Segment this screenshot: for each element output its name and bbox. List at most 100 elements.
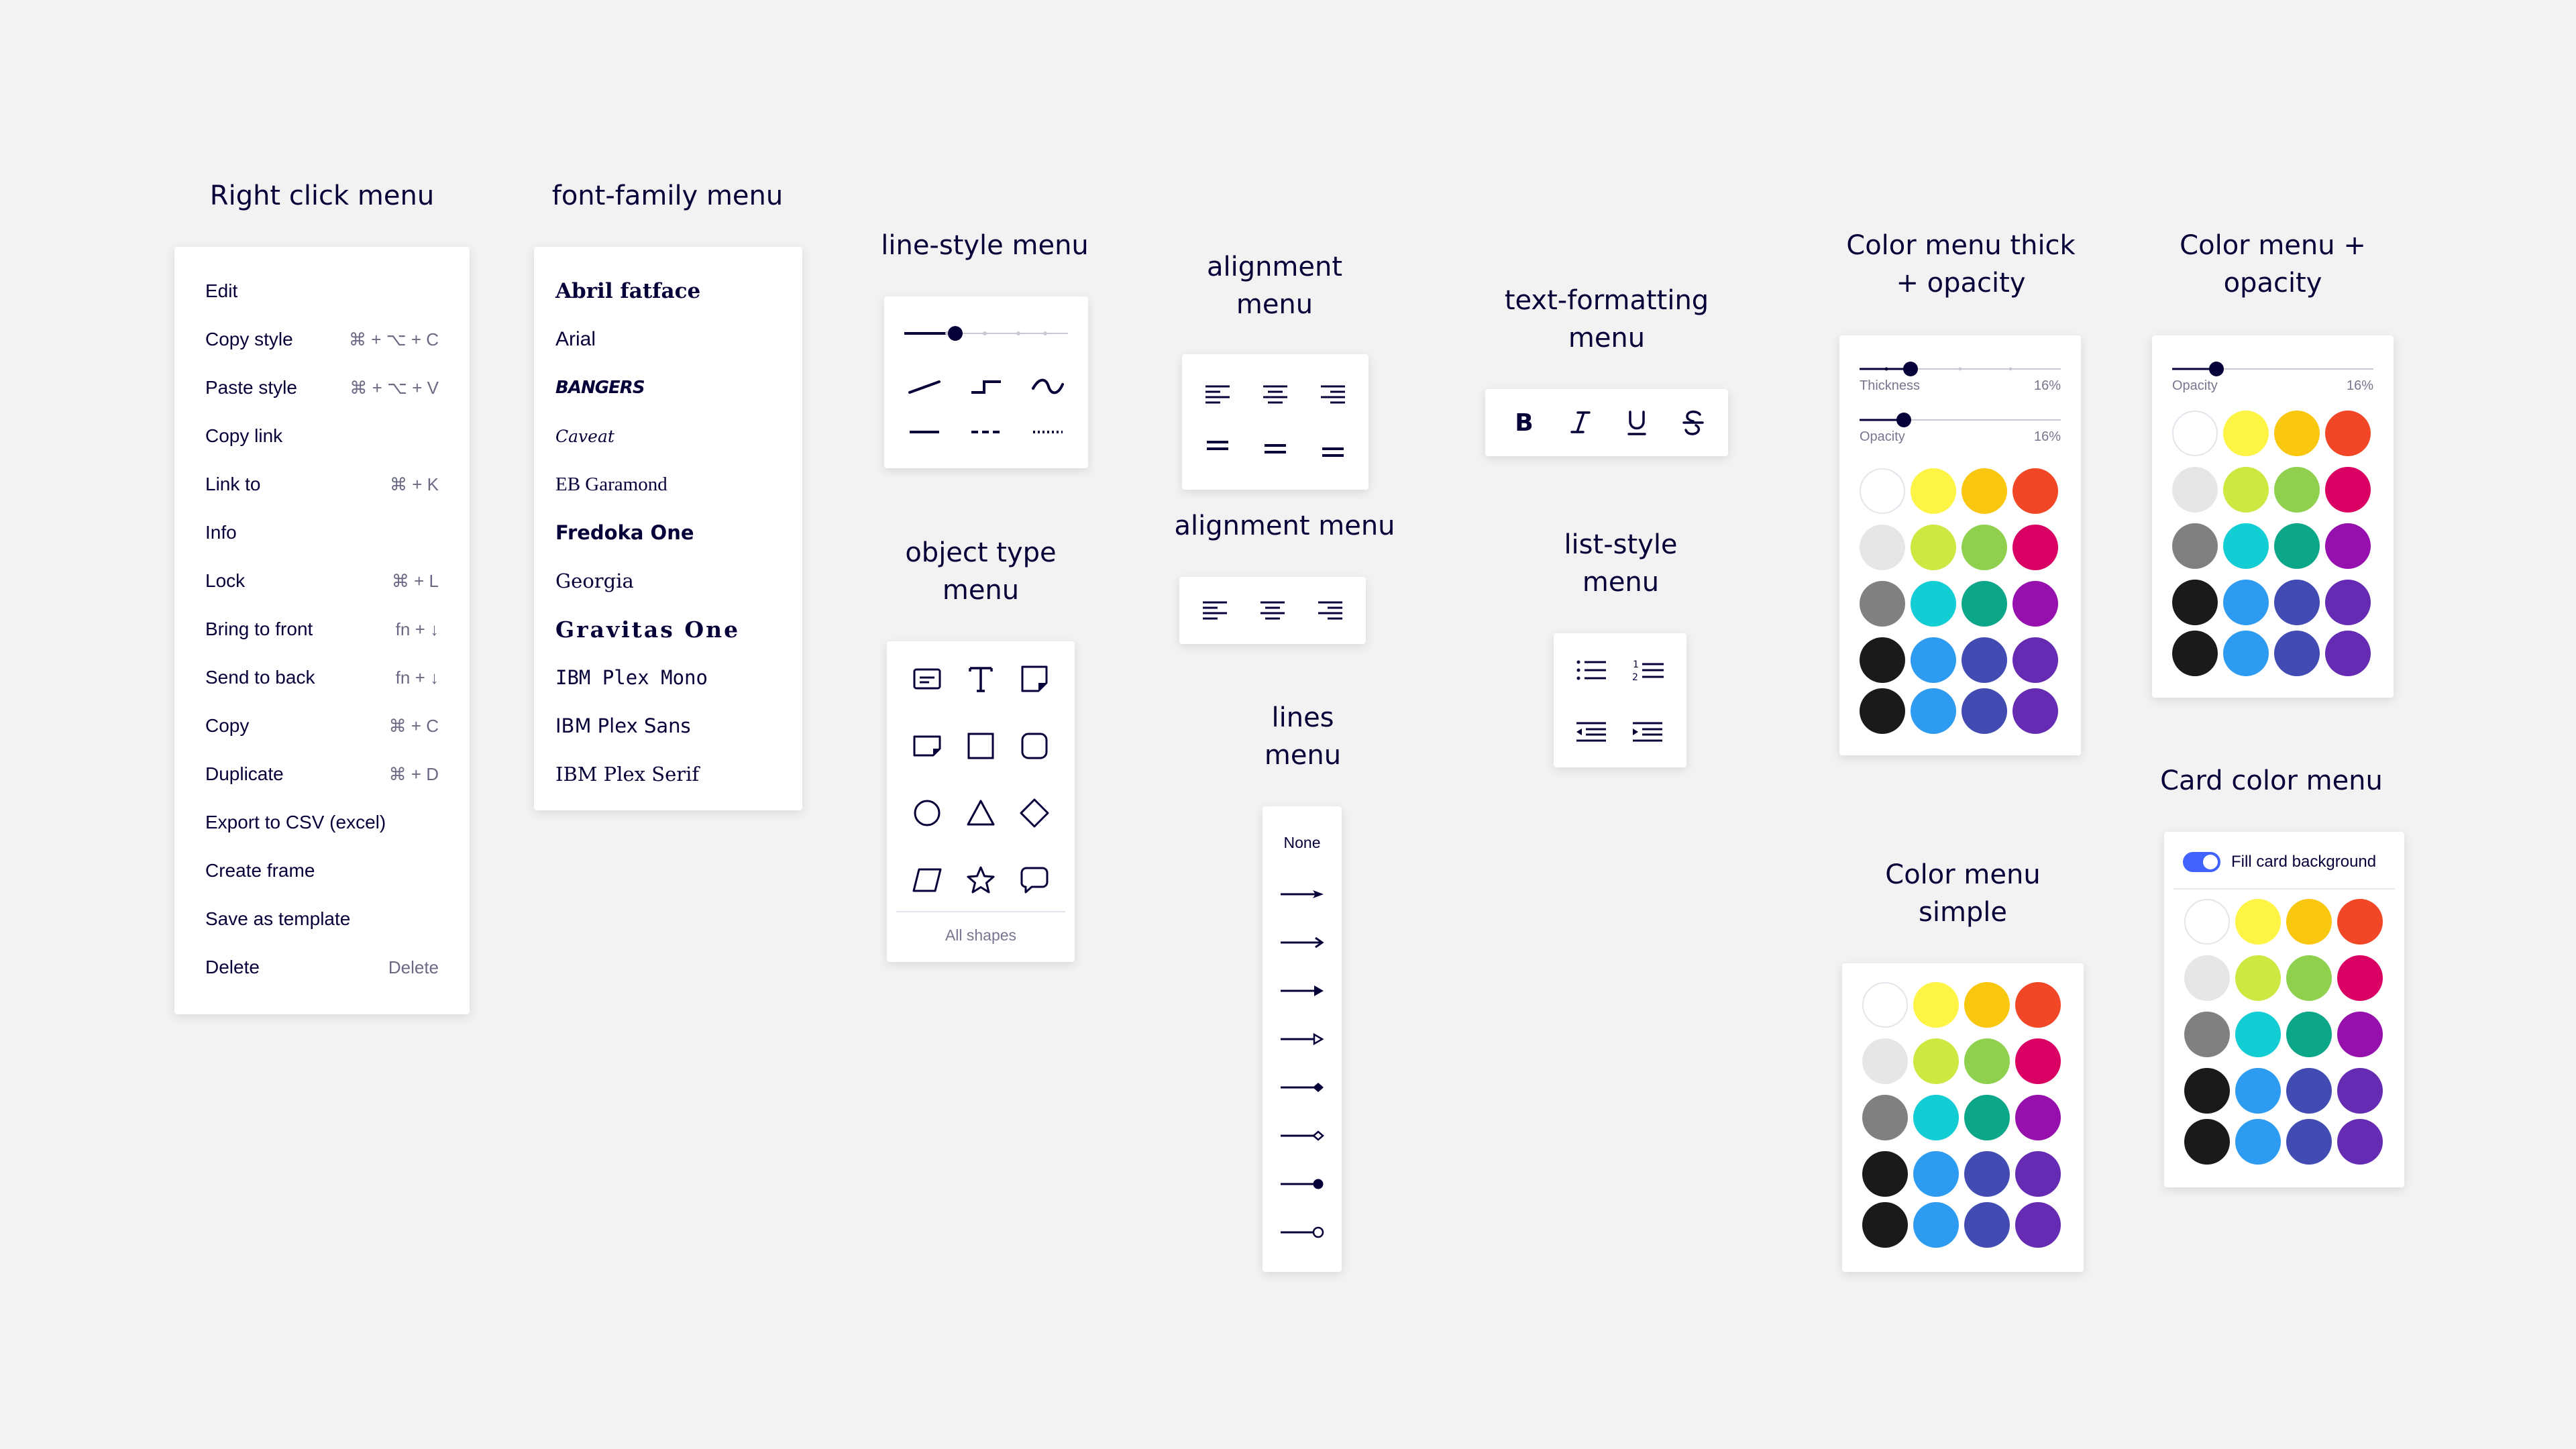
align-middle-icon[interactable] (1254, 428, 1296, 470)
font-option-eb-garamond[interactable]: EB Garamond (555, 473, 667, 495)
color-swatch[interactable] (1962, 581, 2007, 627)
color-swatch[interactable] (1913, 1095, 1959, 1140)
filled-arrow-icon[interactable] (1272, 974, 1332, 1008)
color-swatch[interactable] (1862, 1202, 1908, 1248)
color-swatch[interactable] (2274, 580, 2320, 625)
filled-diamond-end-icon[interactable] (1272, 1071, 1332, 1104)
color-swatch[interactable] (2235, 1068, 2281, 1114)
color-swatch[interactable] (2325, 631, 2371, 676)
color-swatch[interactable] (2012, 525, 2058, 570)
color-swatch[interactable] (2015, 1095, 2061, 1140)
color-swatch[interactable] (2172, 580, 2218, 625)
triangle-icon[interactable] (955, 788, 1006, 839)
hollow-circle-end-icon[interactable] (1272, 1216, 1332, 1249)
color-swatch[interactable] (2012, 581, 2058, 627)
align-center-icon[interactable] (1252, 589, 1293, 631)
color-swatch[interactable] (1913, 1202, 1959, 1248)
color-swatch[interactable] (2286, 955, 2332, 1001)
color-swatch[interactable] (2184, 899, 2230, 945)
line-solid-icon[interactable] (904, 412, 945, 452)
color-swatch[interactable] (2184, 1068, 2230, 1114)
menu-item-copy[interactable]: Copy ⌘ + C (205, 706, 439, 746)
color-swatch[interactable] (1911, 688, 1956, 734)
square-icon[interactable] (955, 720, 1006, 771)
align-top-icon[interactable] (1197, 428, 1238, 470)
color-swatch[interactable] (2223, 580, 2269, 625)
hollow-diamond-end-icon[interactable] (1272, 1119, 1332, 1152)
menu-item-duplicate[interactable]: Duplicate ⌘ + D (205, 754, 439, 794)
color-swatch[interactable] (1860, 637, 1905, 683)
color-swatch[interactable] (2274, 523, 2320, 569)
menu-item-copy-link[interactable]: Copy link (205, 416, 439, 456)
menu-item-create-frame[interactable]: Create frame (205, 851, 439, 891)
color-swatch[interactable] (2286, 1119, 2332, 1165)
menu-item-lock[interactable]: Lock ⌘ + L (205, 561, 439, 601)
color-swatch[interactable] (2223, 467, 2269, 513)
color-swatch[interactable] (2223, 411, 2269, 456)
outdent-icon[interactable] (1564, 708, 1618, 755)
color-swatch[interactable] (2015, 1038, 2061, 1084)
menu-item-edit[interactable]: Edit (205, 271, 439, 311)
color-swatch[interactable] (2325, 580, 2371, 625)
font-option-ibm-plex-serif[interactable]: IBM Plex Serif (555, 763, 700, 786)
color-swatch[interactable] (2015, 982, 2061, 1028)
color-swatch[interactable] (1962, 637, 2007, 683)
color-swatch[interactable] (2172, 467, 2218, 513)
rounded-square-icon[interactable] (1009, 720, 1060, 771)
line-cap-none[interactable]: None (1283, 834, 1321, 851)
color-swatch[interactable] (2274, 631, 2320, 676)
color-swatch[interactable] (2325, 523, 2371, 569)
menu-item-paste-style[interactable]: Paste style ⌘ + ⌥ + V (205, 368, 439, 408)
color-swatch[interactable] (1913, 1151, 1959, 1197)
align-center-icon[interactable] (1254, 373, 1296, 415)
color-swatch[interactable] (1860, 581, 1905, 627)
color-swatch[interactable] (2337, 955, 2383, 1001)
color-swatch[interactable] (1862, 1151, 1908, 1197)
line-thickness-slider[interactable] (904, 323, 1068, 343)
color-swatch[interactable] (2235, 899, 2281, 945)
strikethrough-icon[interactable] (1672, 401, 1715, 444)
color-swatch[interactable] (1962, 688, 2007, 734)
color-swatch[interactable] (2015, 1151, 2061, 1197)
menu-item-info[interactable]: Info (205, 513, 439, 553)
color-swatch[interactable] (2184, 955, 2230, 1001)
font-option-abril-fatface[interactable]: Abril fatface (555, 279, 701, 303)
color-swatch[interactable] (1860, 688, 1905, 734)
align-left-icon[interactable] (1197, 373, 1238, 415)
opacity-slider[interactable] (1860, 411, 2061, 429)
color-swatch[interactable] (2325, 411, 2371, 456)
color-swatch[interactable] (2223, 631, 2269, 676)
bullet-list-icon[interactable] (1564, 647, 1618, 694)
underline-icon[interactable] (1615, 401, 1658, 444)
color-swatch[interactable] (1860, 525, 1905, 570)
circle-icon[interactable] (902, 788, 953, 839)
fill-card-toggle[interactable] (2183, 852, 2220, 872)
color-swatch[interactable] (1913, 982, 1959, 1028)
color-swatch[interactable] (2337, 1068, 2383, 1114)
color-swatch[interactable] (1860, 468, 1905, 514)
color-swatch[interactable] (2337, 1119, 2383, 1165)
line-dotted-icon[interactable] (1028, 412, 1068, 452)
color-swatch[interactable] (1964, 1202, 2010, 1248)
sticky-note-alt-icon[interactable] (902, 720, 953, 771)
color-swatch[interactable] (1962, 525, 2007, 570)
color-swatch[interactable] (2235, 955, 2281, 1001)
parallelogram-icon[interactable] (902, 855, 953, 906)
menu-item-save-as-template[interactable]: Save as template (205, 899, 439, 939)
opacity-slider[interactable] (2172, 360, 2373, 378)
line-elbow-icon[interactable] (966, 366, 1006, 407)
font-option-caveat[interactable]: Caveat (555, 426, 614, 446)
line-curved-icon[interactable] (1028, 366, 1068, 407)
color-swatch[interactable] (2172, 523, 2218, 569)
text-icon[interactable] (955, 653, 1006, 704)
bold-icon[interactable]: B (1503, 401, 1546, 444)
star-icon[interactable] (955, 855, 1006, 906)
font-option-arial[interactable]: Arial (555, 328, 596, 350)
filled-circle-end-icon[interactable] (1272, 1167, 1332, 1201)
color-swatch[interactable] (2286, 1068, 2332, 1114)
menu-item-link-to[interactable]: Link to ⌘ + K (205, 464, 439, 504)
color-swatch[interactable] (2286, 899, 2332, 945)
color-swatch[interactable] (2337, 1012, 2383, 1057)
color-swatch[interactable] (1862, 982, 1908, 1028)
